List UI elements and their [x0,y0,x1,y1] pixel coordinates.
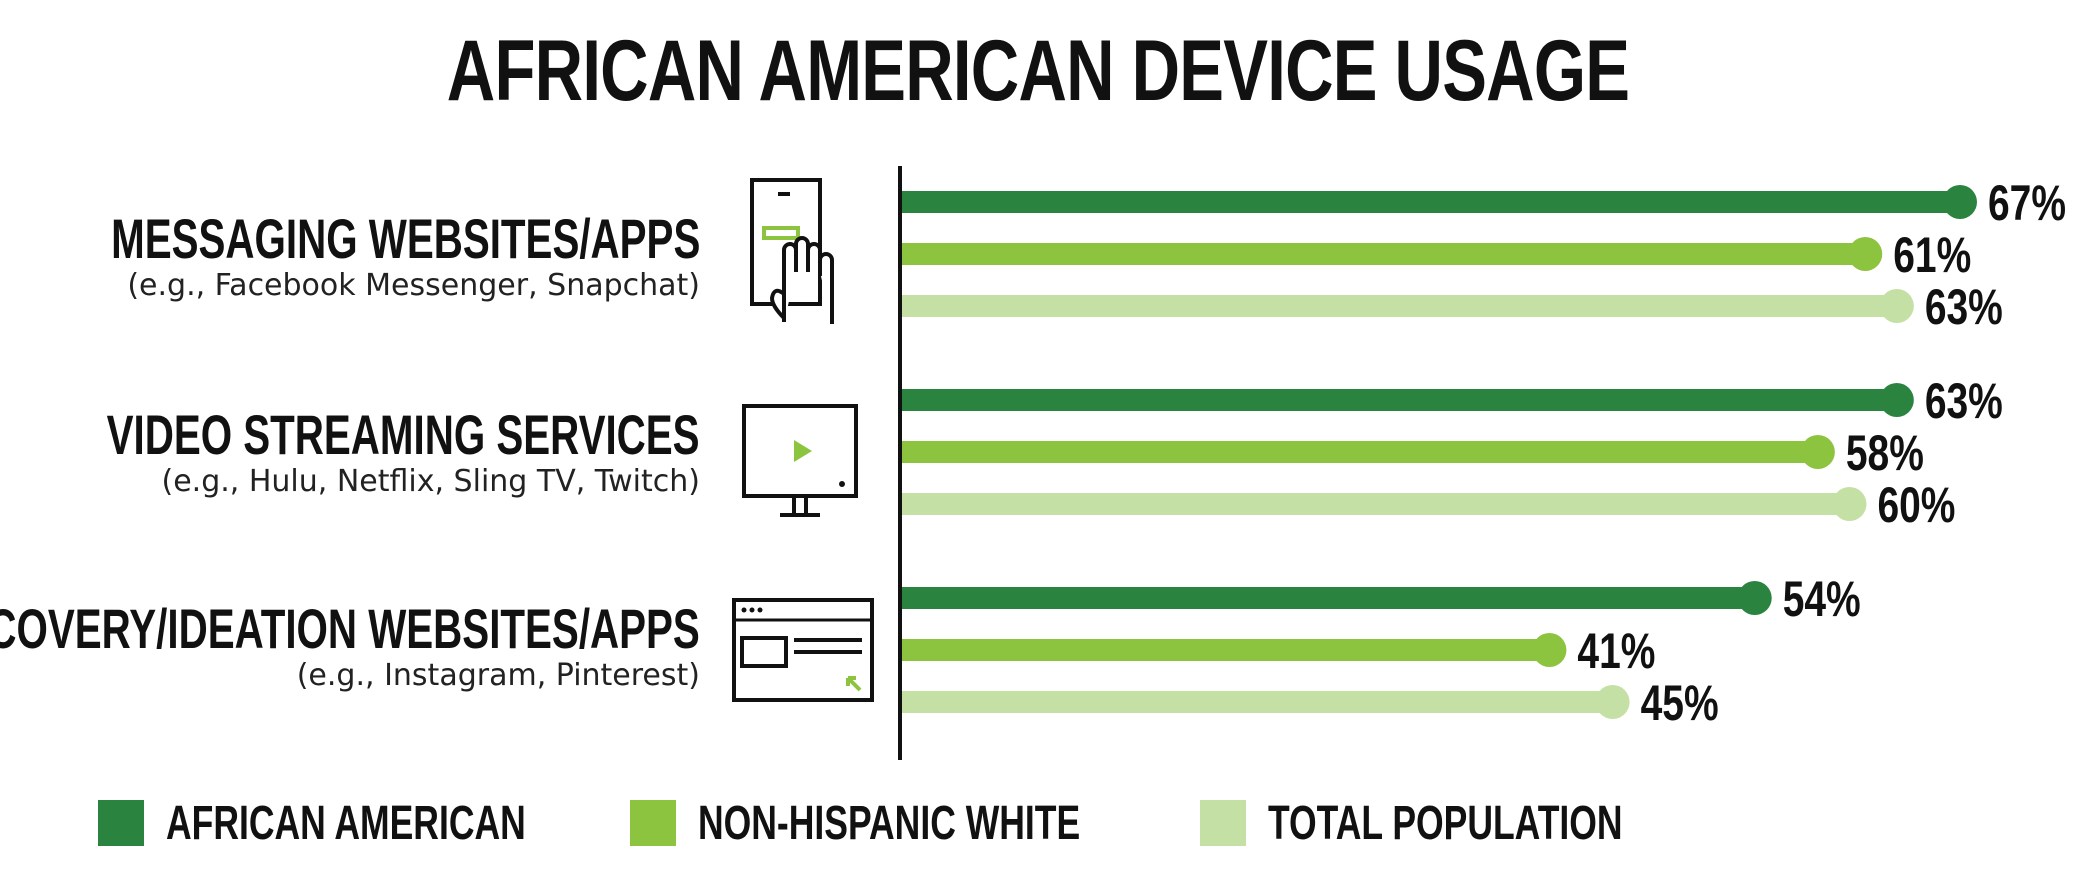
browser-window-icon [732,598,874,702]
data-label-discovery-total-population: 45% [1641,675,1719,731]
category-examples-video-streaming: (e.g., Hulu, Netflix, Sling TV, Twitch) [161,464,701,499]
bar-end-dot-discovery-african-american [1737,581,1772,615]
bar-video-streaming-african-american [902,389,1897,411]
category-label-discovery: DISCOVERY/IDEATION WEBSITES/APPS [0,597,700,660]
bar-video-streaming-total-population [902,493,1850,515]
data-label-video-streaming-non-hispanic-white: 58% [1846,425,1924,481]
data-label-discovery-african-american: 54% [1783,571,1861,627]
legend-swatch-african-american [98,800,144,846]
data-label-video-streaming-african-american: 63% [1925,373,2003,429]
data-label-messaging-non-hispanic-white: 61% [1893,227,1971,283]
legend-label-total-population: TOTAL POPULATION [1268,797,1623,850]
bar-discovery-non-hispanic-white [902,639,1550,661]
data-label-video-streaming-total-population: 60% [1877,477,1955,533]
bar-end-dot-discovery-total-population [1595,685,1630,719]
bar-messaging-non-hispanic-white [902,243,1866,265]
bar-end-dot-video-streaming-african-american [1879,383,1914,417]
bar-end-dot-video-streaming-total-population [1832,487,1867,521]
category-label-messaging: MESSAGING WEBSITES/APPS [110,207,700,270]
y-axis-line [898,166,902,760]
category-examples-messaging: (e.g., Facebook Messenger, Snapchat) [127,268,700,303]
data-label-messaging-total-population: 63% [1925,279,2003,335]
bar-end-dot-messaging-total-population [1879,289,1914,323]
bar-discovery-african-american [902,587,1755,609]
bar-discovery-total-population [902,691,1613,713]
legend-swatch-total-population [1200,800,1246,846]
category-examples-discovery: (e.g., Instagram, Pinterest) [296,658,700,693]
chart-title: AFRICAN AMERICAN DEVICE USAGE [446,23,1630,119]
legend-label-non-hispanic-white: NON-HISPANIC WHITE [698,797,1081,850]
monitor-play-icon [742,404,858,517]
smartphone-tap-icon [750,178,834,324]
legend-swatch-non-hispanic-white [630,800,676,846]
bar-messaging-total-population [902,295,1897,317]
bar-end-dot-messaging-non-hispanic-white [1848,237,1883,271]
bar-messaging-african-american [902,191,1960,213]
data-label-discovery-non-hispanic-white: 41% [1577,623,1655,679]
legend-label-african-american: AFRICAN AMERICAN [166,797,526,850]
bar-video-streaming-non-hispanic-white [902,441,1818,463]
category-label-video-streaming: VIDEO STREAMING SERVICES [107,403,700,466]
bar-end-dot-discovery-non-hispanic-white [1532,633,1567,667]
data-label-messaging-african-american: 67% [1988,175,2066,231]
bar-end-dot-video-streaming-non-hispanic-white [1800,435,1835,469]
bar-end-dot-messaging-african-american [1943,185,1977,219]
